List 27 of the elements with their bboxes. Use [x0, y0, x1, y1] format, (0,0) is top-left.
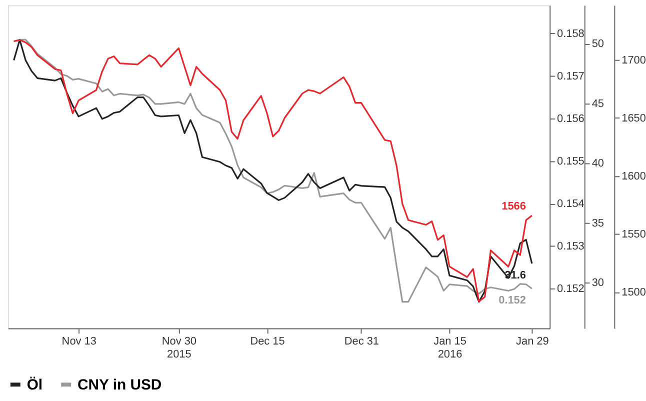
- y2-tick-label: 45: [592, 98, 604, 110]
- y2-tick-label: 30: [592, 277, 604, 290]
- legend-label: CNY in USD: [78, 378, 162, 394]
- x-tick-label: Dec 15: [250, 336, 285, 348]
- x-tick-label: Dec 31: [344, 336, 379, 348]
- y2-tick-label: 35: [592, 217, 604, 230]
- y-tick-label: 0.154: [557, 198, 584, 210]
- y3-tick-label: 1600: [622, 170, 646, 182]
- y-tick-label: 0.156: [557, 112, 584, 125]
- y-tick-label: 0.157: [557, 70, 584, 82]
- y3-tick-label: 1500: [622, 286, 646, 299]
- legend-label: Öl: [26, 376, 43, 394]
- y-tick-label: 0.158: [557, 28, 584, 40]
- y-tick-label: 0.153: [557, 240, 584, 253]
- y3-tick-label: 1700: [622, 54, 646, 66]
- data-label: 1566: [502, 200, 526, 213]
- y2-tick-label: 40: [592, 158, 604, 170]
- y3-tick-label: 1650: [622, 112, 646, 124]
- y-tick-label: 0.155: [557, 155, 584, 168]
- y3-tick-label: 1550: [622, 228, 646, 241]
- y-tick-label: 0.152: [557, 283, 584, 296]
- x-tick-label: Nov 13: [62, 336, 96, 348]
- x-tick-label: Nov 30 2015: [162, 336, 196, 361]
- x-tick-label: Jan 29: [516, 336, 549, 348]
- y2-tick-label: 50: [592, 38, 604, 50]
- x-tick-label: Jan 15 2016: [434, 336, 466, 361]
- data-label: 0.152: [498, 294, 526, 307]
